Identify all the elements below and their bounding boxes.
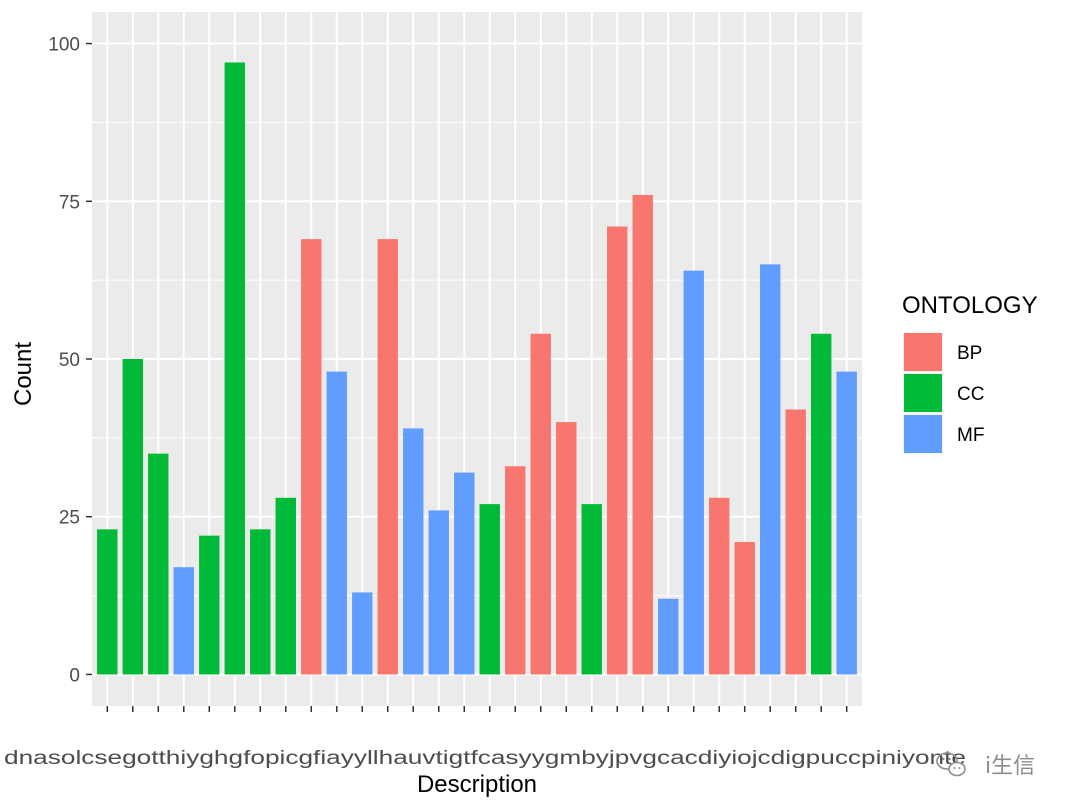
y-tick-label: 25	[59, 508, 80, 529]
bar-cc	[122, 359, 143, 675]
y-tick-label: 100	[48, 35, 80, 56]
bar-mf	[683, 270, 704, 675]
bar-cc	[224, 62, 245, 675]
bar-bp	[734, 541, 755, 675]
bar-bp	[530, 333, 551, 675]
bar-cc	[479, 504, 500, 675]
bar-bp	[607, 226, 628, 675]
bar-bp	[301, 239, 322, 675]
y-axis: 0 25 50 75 100	[48, 35, 92, 686]
bar-mf	[326, 371, 347, 675]
legend-key-cc	[904, 374, 942, 412]
bar-mf	[658, 598, 679, 675]
bar-mf	[428, 510, 449, 675]
y-tick-label: 50	[59, 350, 80, 371]
bar-bp	[709, 497, 730, 675]
bar-mf	[454, 472, 475, 675]
legend-title: ONTOLOGY	[902, 292, 1038, 319]
bar-bp	[505, 466, 526, 675]
bar-cc	[275, 497, 296, 675]
bar-cc	[811, 333, 832, 675]
watermark-text: i生信	[985, 754, 1035, 779]
bar-mf	[352, 592, 373, 675]
bar-mf	[173, 567, 194, 675]
y-tick-label: 0	[69, 665, 80, 686]
bar-mf	[760, 264, 781, 675]
watermark: i生信	[936, 752, 1035, 779]
legend-label-bp: BP	[957, 343, 982, 364]
wechat-logo-icon	[936, 752, 966, 777]
y-axis-title: Count	[10, 342, 37, 406]
bar-cc	[581, 504, 602, 675]
bar-cc	[199, 535, 220, 675]
x-axis-title: Description	[417, 771, 537, 798]
legend-label-cc: CC	[957, 384, 984, 405]
legend: ONTOLOGY BP CC MF	[902, 292, 1038, 454]
bar-mf	[836, 371, 857, 675]
legend-key-mf	[904, 415, 942, 453]
bar-cc	[148, 453, 169, 675]
bars	[97, 62, 857, 675]
bar-bp	[632, 194, 653, 675]
bar-bp	[785, 409, 806, 675]
bar-cc	[250, 529, 271, 675]
x-axis: dnasolcsegotthiyghgfopicgfiayyllhauvtigt…	[4, 706, 966, 769]
bar-bp	[377, 239, 398, 675]
x-tick-labels-overlapping: dnasolcsegotthiyghgfopicgfiayyllhauvtigt…	[4, 748, 966, 769]
legend-key-bp	[904, 333, 942, 371]
legend-label-mf: MF	[957, 425, 984, 446]
bar-cc	[97, 529, 118, 675]
bar-bp	[556, 422, 577, 675]
y-tick-label: 75	[59, 192, 80, 213]
minor-gridlines	[92, 121, 862, 597]
bar-mf	[403, 428, 424, 675]
